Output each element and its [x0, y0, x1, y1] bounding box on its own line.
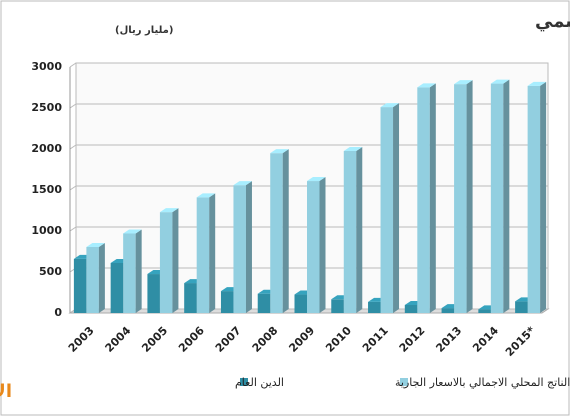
bar	[380, 103, 400, 314]
bar-side	[245, 181, 252, 313]
chart-subtitle: (مليار ريال)	[115, 25, 173, 36]
bar	[417, 83, 436, 313]
bar-front	[404, 304, 418, 313]
bar-top	[233, 181, 252, 186]
bar-front	[233, 185, 246, 313]
bar	[196, 193, 216, 313]
bar	[123, 229, 142, 313]
bar-front	[123, 233, 136, 313]
bar-front	[368, 301, 381, 313]
bar-front	[86, 246, 99, 313]
legend-swatch	[240, 378, 248, 386]
y-tick-label: 500	[39, 265, 62, 278]
bar-front	[196, 197, 210, 313]
bar-side	[540, 81, 547, 313]
bar-front	[343, 150, 357, 313]
bar-front	[147, 274, 160, 313]
bar-side	[503, 79, 510, 314]
bar-front	[331, 299, 344, 313]
bar-side	[172, 208, 179, 313]
bar	[233, 181, 252, 313]
bar	[270, 149, 289, 313]
bar-top	[454, 80, 473, 85]
bar-side	[356, 146, 363, 313]
y-tick-label: 0	[54, 306, 62, 319]
bar-side	[429, 83, 436, 313]
bar-front	[515, 301, 528, 313]
chart-title: تطور الدين العام مقارنة بالناتج المحلي ا…	[535, 11, 570, 32]
bar-front	[490, 83, 504, 314]
bar-front	[294, 294, 307, 313]
bar-front	[478, 309, 491, 313]
bar-side	[466, 80, 473, 313]
legend-label: الدين العام	[235, 376, 284, 389]
bar-top	[86, 242, 105, 247]
bar-front	[380, 107, 394, 314]
bar-top	[380, 103, 400, 108]
bar-top	[270, 149, 289, 154]
bar	[307, 177, 326, 313]
legend-label: الناتج المحلي الاجمالي بالاسعار الجارية	[395, 376, 570, 389]
bar-front	[257, 293, 271, 313]
bar-front	[307, 181, 320, 313]
bar-top	[527, 81, 547, 86]
bar-side	[319, 177, 326, 313]
y-tick-label: 2000	[31, 142, 62, 155]
bar	[159, 208, 179, 313]
bar-front	[184, 283, 197, 313]
logo: الاقتصادية	[0, 381, 12, 402]
bar-side	[209, 193, 216, 313]
bar	[343, 146, 363, 313]
y-tick-label: 1000	[31, 224, 62, 237]
bar-top	[417, 83, 436, 88]
bar-top	[343, 146, 363, 151]
y-tick-label: 1500	[31, 183, 62, 196]
bar-side	[98, 242, 105, 313]
bar-front	[454, 84, 467, 313]
bar-front	[417, 87, 430, 313]
grid-line	[69, 62, 548, 68]
bar-top	[123, 229, 142, 234]
bar	[490, 79, 510, 314]
bar-front	[159, 212, 173, 313]
bar-front	[527, 85, 541, 313]
bar-front	[73, 258, 87, 313]
bar-front	[110, 262, 124, 313]
bar	[86, 242, 105, 313]
bar-top	[196, 193, 216, 198]
bar	[527, 81, 547, 313]
bar-side	[135, 229, 142, 313]
bar-front	[220, 291, 234, 313]
y-tick-label: 3000	[31, 60, 62, 73]
bar-top	[159, 208, 179, 213]
bar-side	[393, 103, 400, 314]
bar-top	[490, 79, 510, 84]
bar-top	[307, 177, 326, 182]
legend-swatch	[400, 378, 408, 386]
bar-front	[270, 153, 283, 313]
y-tick-label: 2500	[31, 101, 62, 114]
bar	[454, 80, 473, 313]
bar-side	[282, 149, 289, 313]
bar-front	[441, 308, 455, 313]
